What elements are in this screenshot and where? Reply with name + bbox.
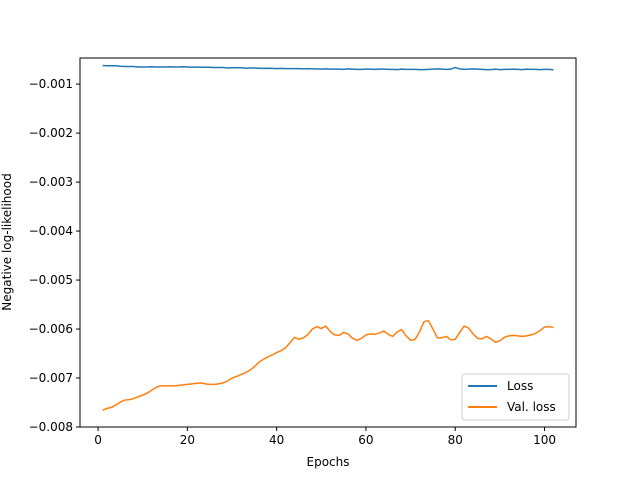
y-tick-label: −0.003 bbox=[29, 175, 73, 189]
series-layer bbox=[102, 64, 554, 412]
y-tick-label: −0.001 bbox=[29, 77, 73, 91]
y-tick-label: −0.007 bbox=[29, 371, 73, 385]
plot-area bbox=[80, 58, 576, 427]
legend-label-loss: Loss bbox=[507, 379, 533, 393]
x-tick-label: 20 bbox=[180, 433, 195, 447]
x-tick-label: 80 bbox=[448, 433, 463, 447]
y-tick-label: −0.004 bbox=[29, 224, 73, 238]
y-tick-label: −0.008 bbox=[29, 420, 73, 434]
x-tick-label: 100 bbox=[533, 433, 556, 447]
series-line-loss bbox=[102, 64, 554, 71]
ticks-layer: 0 20 40 60 80 100 −0.001 −0.002 −0.003 −0.004 −0.0… bbox=[29, 77, 556, 447]
y-tick-label: −0.006 bbox=[29, 322, 73, 336]
x-tick-label: 0 bbox=[94, 433, 102, 447]
x-tick-label: 60 bbox=[358, 433, 373, 447]
plot-frame bbox=[79, 57, 577, 428]
legend: Loss Val. loss bbox=[461, 373, 570, 421]
x-axis-label: Epochs bbox=[307, 455, 350, 469]
series-line-val-loss bbox=[102, 319, 554, 412]
y-tick-label: −0.005 bbox=[29, 273, 73, 287]
y-axis-label: Negative log-likelihood bbox=[0, 173, 14, 310]
y-tick-label: −0.002 bbox=[29, 126, 73, 140]
x-tick-label: 40 bbox=[269, 433, 284, 447]
legend-label-val-loss: Val. loss bbox=[507, 400, 556, 414]
